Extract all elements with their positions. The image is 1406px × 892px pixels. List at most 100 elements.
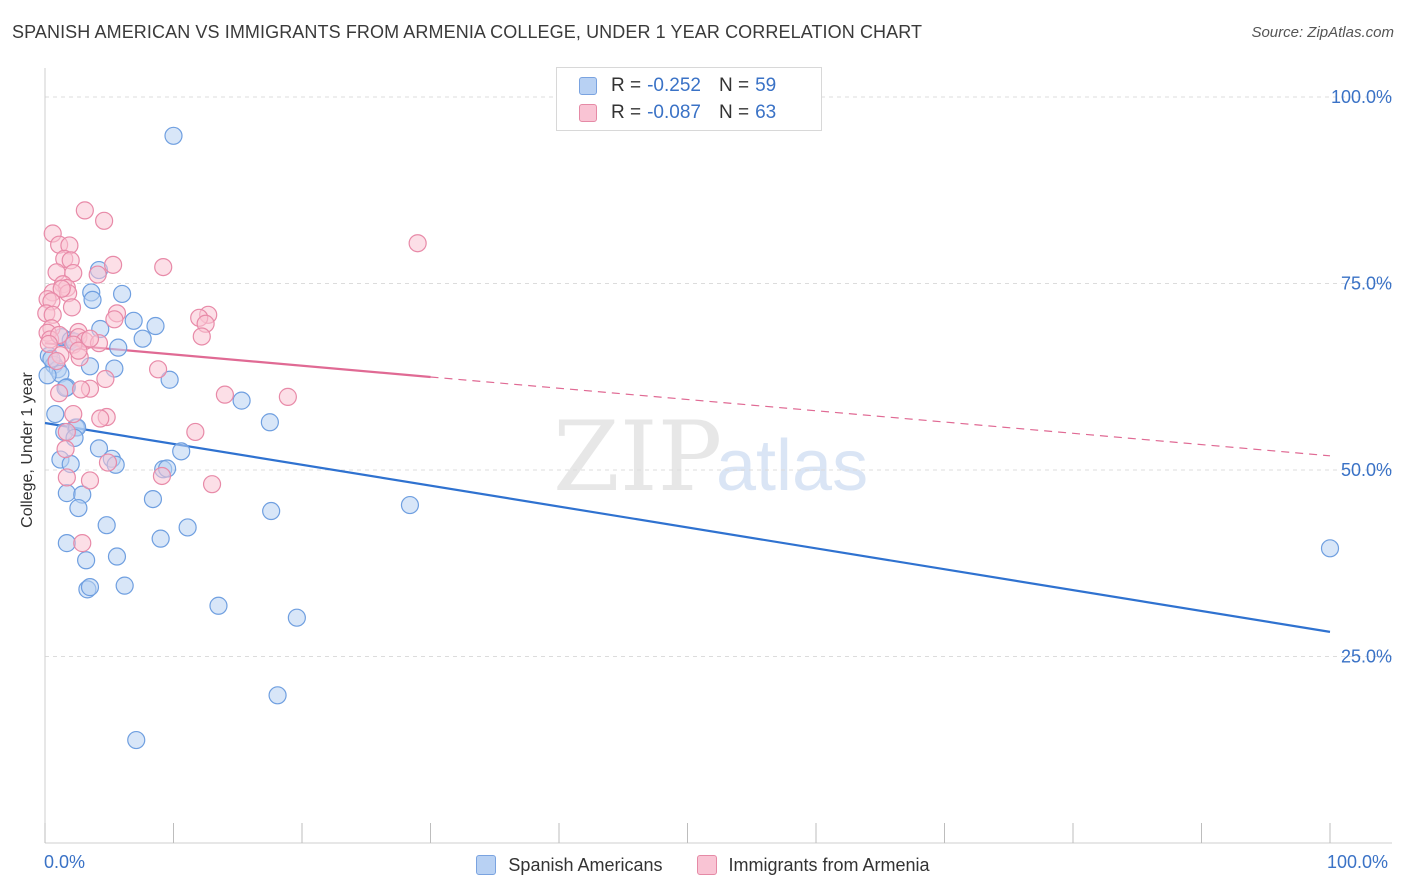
point-immigrants-from-armenia <box>154 257 173 277</box>
point-immigrants-from-armenia <box>69 341 88 360</box>
point-immigrants-from-armenia <box>56 440 75 459</box>
point-immigrants-from-armenia <box>192 327 211 346</box>
x-tick-label-min: 0.0% <box>44 852 86 872</box>
legend-swatch-pink <box>696 855 717 875</box>
stats-legend-row-1: R = -0.252 N = 59 <box>579 74 776 98</box>
n-label: N = <box>718 102 750 123</box>
point-immigrants-from-armenia <box>408 234 427 253</box>
point-immigrants-from-armenia <box>57 468 76 487</box>
point-spanish-americans <box>146 316 165 336</box>
point-spanish-americans <box>1320 539 1340 558</box>
legend-item-immigrants-from-armenia[interactable]: Immigrants from Armenia <box>696 854 930 876</box>
point-spanish-americans <box>124 311 143 330</box>
point-immigrants-from-armenia <box>57 422 76 442</box>
grid-lines <box>45 96 1392 657</box>
legend-swatch-blue <box>476 855 497 875</box>
y-tick-label: 75.0% <box>1341 274 1392 294</box>
point-immigrants-from-armenia <box>64 404 83 424</box>
x-tick-label-max: 100.0% <box>1327 852 1389 872</box>
point-spanish-americans <box>77 551 96 570</box>
point-immigrants-from-armenia <box>95 211 114 230</box>
point-spanish-americans <box>164 126 183 145</box>
point-immigrants-from-armenia <box>62 298 82 317</box>
point-spanish-americans <box>112 284 132 304</box>
n-value: 59 <box>755 75 777 96</box>
data-points <box>37 126 1340 750</box>
point-spanish-americans <box>83 290 102 310</box>
point-spanish-americans <box>178 518 197 537</box>
point-immigrants-from-armenia <box>96 369 115 389</box>
point-spanish-americans <box>151 529 170 548</box>
y-axis-label: College, Under 1 year <box>19 372 36 528</box>
point-spanish-americans <box>115 576 134 595</box>
point-spanish-americans <box>127 730 146 750</box>
n-value: 63 <box>755 102 777 123</box>
point-spanish-americans <box>57 534 76 553</box>
point-spanish-americans <box>89 439 109 458</box>
r-label: R = <box>611 102 642 123</box>
point-immigrants-from-armenia <box>278 387 297 406</box>
point-spanish-americans <box>80 578 100 597</box>
point-immigrants-from-armenia <box>75 201 94 220</box>
y-tick-label: 50.0% <box>1341 460 1392 480</box>
chart-title: SPANISH AMERICAN VS IMMIGRANTS FROM ARME… <box>12 22 923 42</box>
point-immigrants-from-armenia <box>105 310 124 329</box>
y-tick-label: 25.0% <box>1341 647 1392 667</box>
y-axis-label-wrap: College, Under 1 year <box>16 300 40 600</box>
point-spanish-americans <box>57 484 76 503</box>
n-label: N = <box>718 75 750 96</box>
point-immigrants-from-armenia <box>50 384 69 403</box>
watermark: ZIP atlas <box>553 401 868 513</box>
point-immigrants-from-armenia <box>47 351 66 371</box>
point-immigrants-from-armenia <box>39 334 58 354</box>
r-value: -0.252 <box>647 75 701 96</box>
point-immigrants-from-armenia <box>52 279 71 298</box>
point-immigrants-from-armenia <box>80 329 100 348</box>
point-spanish-americans <box>107 547 127 566</box>
point-spanish-americans <box>172 442 191 461</box>
y-tick-label: 100.0% <box>1331 87 1392 107</box>
point-immigrants-from-armenia <box>152 466 172 486</box>
legend-item-spanish-americans[interactable]: Spanish Americans <box>476 854 663 876</box>
stats-legend: R = -0.252 N = 59 R = -0.087 N = 63 <box>556 67 822 131</box>
watermark-zip: ZIP <box>553 401 722 513</box>
point-spanish-americans <box>400 495 420 515</box>
point-spanish-americans <box>97 516 116 535</box>
trend-line-spanish-americans <box>44 421 1331 633</box>
point-spanish-americans <box>209 596 228 615</box>
point-immigrants-from-armenia <box>215 385 234 404</box>
trend-line-immigrants-from-armenia-extension <box>430 376 1331 457</box>
y-tick-labels: 100.0% 75.0% 50.0% 25.0% <box>1331 87 1392 667</box>
point-spanish-americans <box>69 498 88 518</box>
point-immigrants-from-armenia <box>186 422 205 442</box>
stats-legend-row-2: R = -0.087 N = 63 <box>579 101 776 125</box>
axes <box>44 68 1392 844</box>
point-immigrants-from-armenia <box>73 534 92 553</box>
point-immigrants-from-armenia <box>104 255 123 274</box>
point-immigrants-from-armenia <box>71 380 91 399</box>
legend-swatch-blue <box>579 77 597 95</box>
point-spanish-americans <box>160 370 179 389</box>
point-spanish-americans <box>133 329 152 348</box>
point-spanish-americans <box>46 404 65 424</box>
series-legend: Spanish Americans Immigrants from Armeni… <box>0 852 1406 878</box>
point-immigrants-from-armenia <box>98 453 118 472</box>
source-label: Source: ZipAtlas.com <box>1251 24 1394 41</box>
point-immigrants-from-armenia <box>202 475 222 494</box>
point-spanish-americans <box>232 391 251 410</box>
r-label: R = <box>611 75 642 96</box>
watermark-atlas: atlas <box>716 426 868 506</box>
legend-label: Spanish Americans <box>508 854 663 875</box>
point-spanish-americans <box>260 413 279 432</box>
point-immigrants-from-armenia <box>148 360 168 379</box>
point-spanish-americans <box>262 501 281 521</box>
legend-label: Immigrants from Armenia <box>728 854 930 875</box>
point-immigrants-from-armenia <box>91 409 110 428</box>
legend-swatch-pink <box>579 104 597 122</box>
point-spanish-americans <box>287 608 306 627</box>
r-value: -0.087 <box>647 102 701 123</box>
point-spanish-americans <box>109 338 128 357</box>
point-immigrants-from-armenia <box>80 471 100 490</box>
point-spanish-americans <box>268 686 287 705</box>
